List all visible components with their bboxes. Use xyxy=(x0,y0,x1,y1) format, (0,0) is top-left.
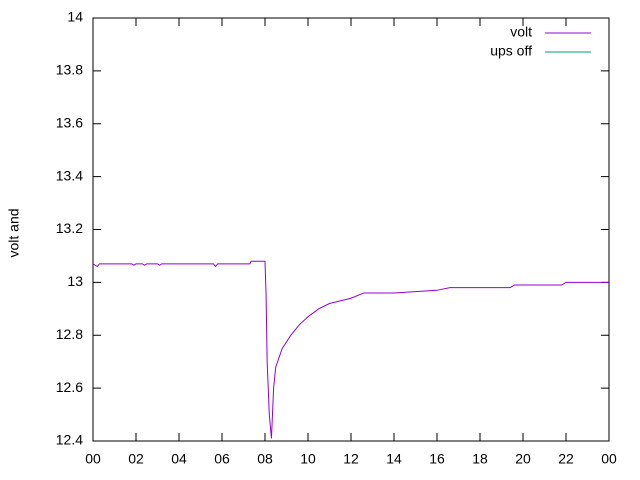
x-tick-label: 10 xyxy=(300,451,316,467)
y-tick-label: 13 xyxy=(67,273,83,289)
y-tick-label: 14 xyxy=(67,9,83,25)
y-tick-label: 12.6 xyxy=(56,379,83,395)
x-tick-label: 04 xyxy=(171,451,187,467)
x-tick-label: 06 xyxy=(214,451,230,467)
x-tick-label: 08 xyxy=(257,451,273,467)
x-tick-label: 20 xyxy=(515,451,531,467)
line-series xyxy=(92,260,609,439)
x-tick-label: 18 xyxy=(472,451,488,467)
y-tick-label: 12.4 xyxy=(56,432,83,448)
x-tick-label: 12 xyxy=(343,451,359,467)
x-tick-label: 00 xyxy=(85,451,101,467)
y-axis-label: volt and xyxy=(6,208,22,257)
legend-label: ups off xyxy=(490,43,532,59)
y-tick-label: 13.6 xyxy=(56,114,83,130)
x-tick-label: 14 xyxy=(386,451,402,467)
y-tick-label: 12.8 xyxy=(56,326,83,342)
y-tick-label: 13.8 xyxy=(56,62,83,78)
x-tick-label: 16 xyxy=(429,451,445,467)
legend-label: volt xyxy=(510,24,532,40)
y-tick-label: 13.2 xyxy=(56,220,83,236)
plot-border xyxy=(92,17,610,442)
x-tick-label: 22 xyxy=(558,451,574,467)
x-tick-label: 00 xyxy=(601,451,617,467)
x-tick-label: 02 xyxy=(128,451,144,467)
y-tick-label: 13.4 xyxy=(56,167,83,183)
